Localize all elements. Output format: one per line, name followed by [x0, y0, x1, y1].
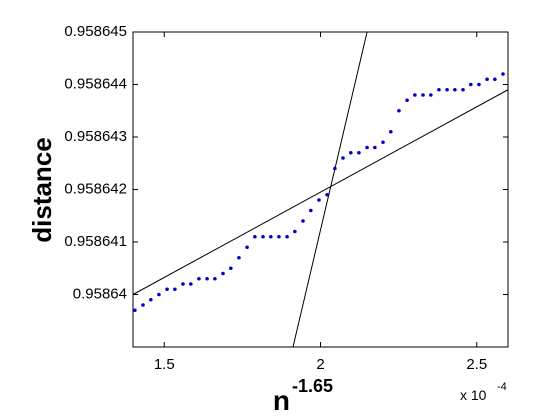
point [189, 282, 193, 286]
point [349, 150, 353, 155]
point [397, 108, 401, 113]
point [477, 82, 481, 87]
point [317, 198, 321, 202]
point [493, 77, 497, 82]
point [405, 98, 409, 103]
point [429, 93, 433, 97]
point [261, 234, 265, 239]
point [381, 140, 385, 145]
y-tick-label: 0.95864 [73, 285, 127, 302]
point [357, 150, 361, 155]
point [333, 166, 337, 171]
y-tick-label: 0.958642 [64, 180, 127, 197]
point [453, 87, 457, 92]
point [365, 145, 369, 150]
point [157, 292, 161, 297]
point [213, 276, 217, 281]
x-tick-label: 2 [316, 356, 324, 373]
point [309, 208, 313, 213]
point [389, 129, 393, 134]
point [173, 287, 177, 292]
x-multiplier: x 10 [460, 387, 487, 403]
point [197, 276, 201, 281]
x-axis-label-exponent: -1.65 [292, 376, 333, 396]
point [229, 266, 233, 271]
point [301, 219, 305, 223]
point [253, 234, 257, 239]
point [133, 308, 137, 313]
point [413, 93, 417, 97]
point [437, 87, 441, 92]
point [469, 82, 473, 87]
point [141, 303, 145, 307]
point [277, 234, 281, 239]
point [181, 282, 185, 286]
x-tick-label: 1.5 [154, 356, 175, 373]
point [421, 93, 425, 97]
y-tick-label: 0.958645 [64, 23, 127, 40]
point [165, 287, 169, 292]
fit-line [292, 32, 368, 347]
point [485, 77, 489, 82]
point [341, 156, 345, 160]
x-axis-label: n [273, 385, 290, 416]
point [293, 229, 297, 234]
y-tick-label: 0.958641 [64, 233, 127, 250]
point [245, 245, 249, 250]
point [501, 72, 505, 76]
y-tick-label: 0.958643 [64, 128, 127, 145]
fit-line [133, 89, 508, 295]
point [269, 234, 273, 239]
x-multiplier-exponent: -4 [497, 381, 507, 393]
y-tick-label: 0.958644 [64, 75, 127, 92]
point [445, 87, 449, 92]
point [221, 271, 225, 276]
point [205, 276, 209, 281]
point [237, 255, 241, 260]
point [149, 297, 153, 302]
point [285, 234, 289, 239]
point [325, 192, 329, 197]
point [373, 145, 377, 150]
y-axis-label: distance [27, 137, 57, 243]
point [461, 87, 465, 92]
x-tick-label: 2.5 [466, 356, 487, 373]
plot-area [132, 31, 509, 348]
